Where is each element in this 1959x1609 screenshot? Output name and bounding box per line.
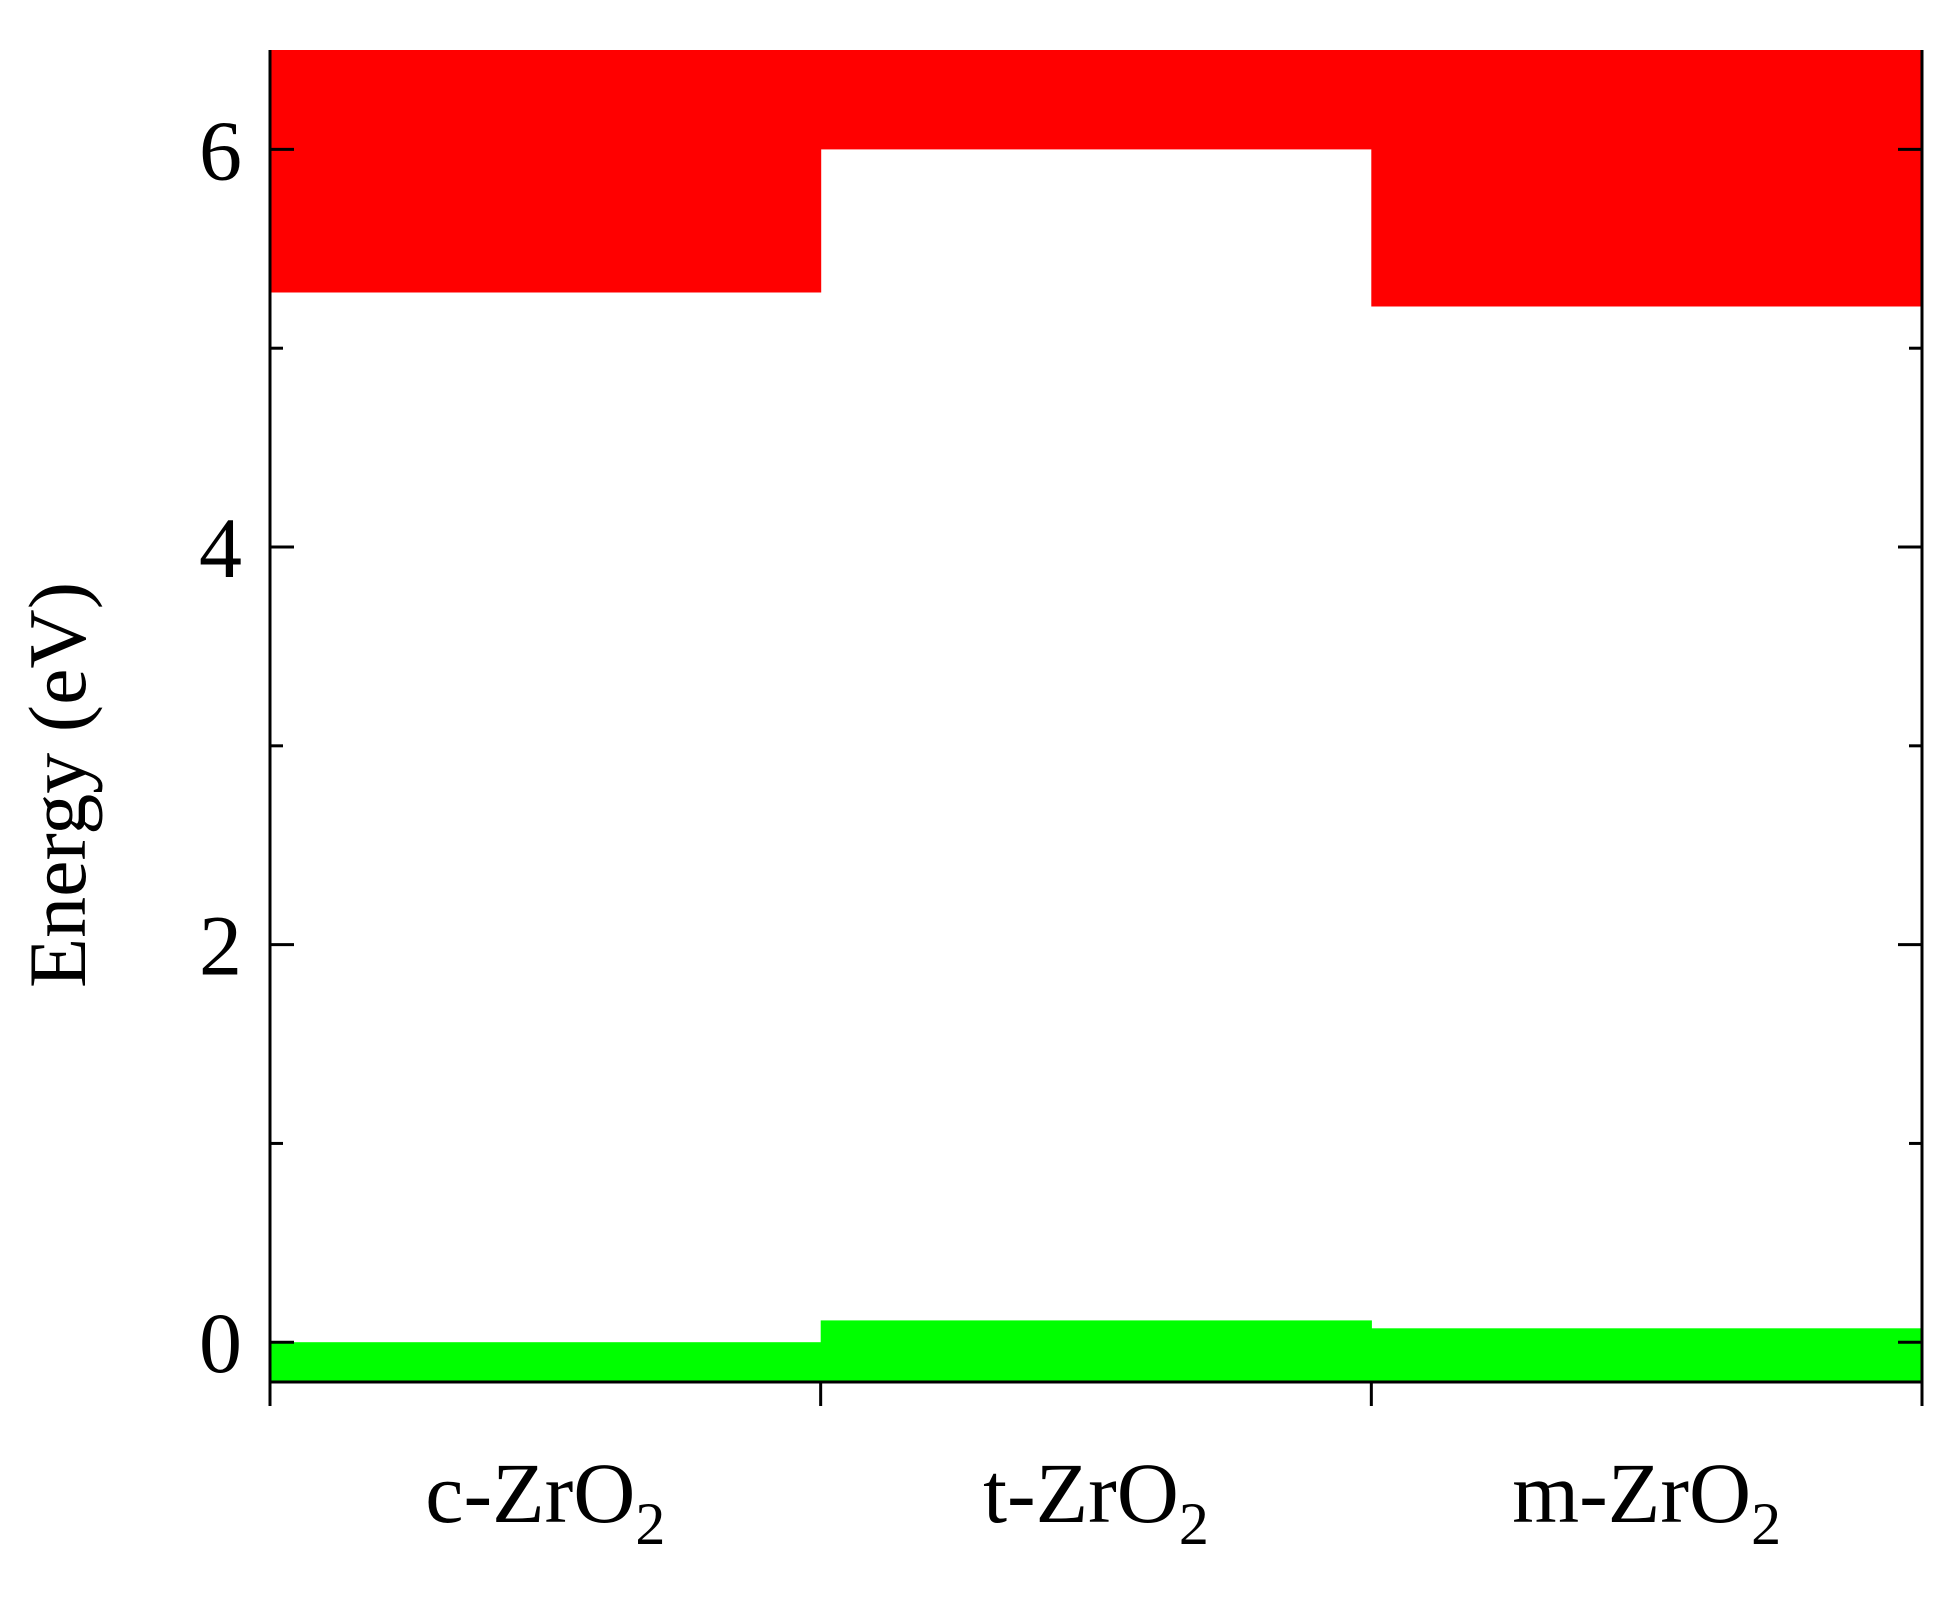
- conduction-band-bar-2: [820, 50, 1372, 150]
- valence-band-bar-3: [1371, 1328, 1923, 1382]
- y-tick-label: 6: [199, 102, 242, 198]
- x-tick-label-subscript: 2: [1179, 1491, 1209, 1557]
- x-ticks-layer: c-ZrO2 t-ZrO2 m-ZrO2: [268, 1382, 1924, 1557]
- axes-layer: [268, 50, 1924, 1384]
- x-tick-label-main: c-ZrO: [425, 1445, 635, 1541]
- y-ticks-layer: 0 2 4 6: [199, 102, 1922, 1391]
- y-tick-label: 0: [199, 1295, 242, 1391]
- x-tick-label-main: m-ZrO: [1512, 1445, 1751, 1541]
- bars-layer: [270, 50, 1923, 1382]
- x-tick-label: c-ZrO2: [425, 1445, 665, 1557]
- conduction-band-bar-1: [270, 50, 822, 293]
- conduction-band-bar-3: [1371, 50, 1923, 307]
- y-axis-label: Energy (eV): [12, 582, 103, 988]
- x-tick-label: t-ZrO2: [983, 1445, 1209, 1557]
- y-tick-label: 2: [199, 898, 242, 994]
- x-tick-label-main: t-ZrO: [983, 1445, 1179, 1541]
- y-tick-label: 4: [199, 500, 242, 596]
- x-tick-label-subscript: 2: [635, 1491, 665, 1557]
- valence-band-bar-2: [820, 1320, 1372, 1382]
- x-tick-label: m-ZrO2: [1512, 1445, 1781, 1557]
- valence-band-bar-1: [270, 1342, 822, 1382]
- x-tick-label-subscript: 2: [1751, 1491, 1781, 1557]
